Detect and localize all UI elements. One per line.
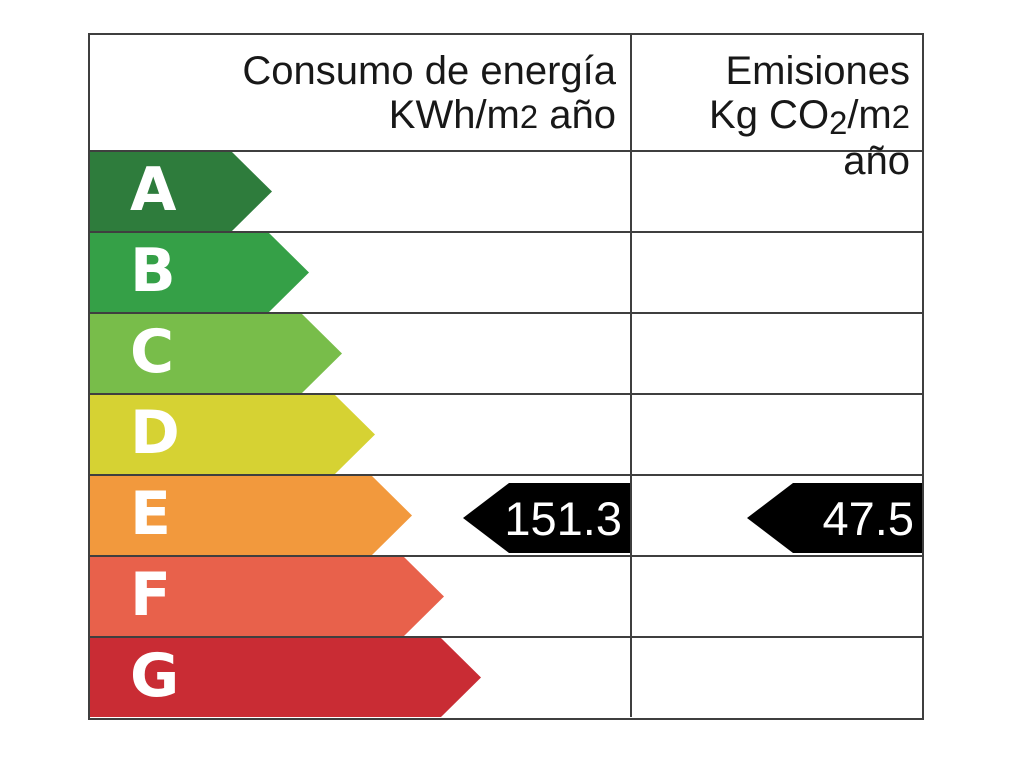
emissions-header-unit: Kg CO2/m2 año bbox=[709, 93, 910, 183]
rating-row-g: G bbox=[90, 636, 922, 717]
emissions-cell-a bbox=[632, 152, 922, 231]
emissions-cell-f bbox=[632, 557, 922, 636]
table-header: Consumo de energía KWh/m2 año Emisiones … bbox=[90, 35, 922, 183]
rating-cell-c: C bbox=[90, 314, 632, 393]
rating-cell-d: D bbox=[90, 395, 632, 474]
rating-letter-f: F bbox=[130, 559, 171, 630]
emissions-value: 47.5 bbox=[822, 491, 914, 545]
rating-bar-b: B bbox=[90, 233, 309, 312]
emissions-cell-d bbox=[632, 395, 922, 474]
emissions-cell-e: 47.5 bbox=[632, 476, 922, 555]
emissions-column-header: Emisiones Kg CO2/m2 año bbox=[632, 35, 922, 183]
energy-value-marker-arrow: 151.3 bbox=[463, 483, 630, 553]
rating-letter-d: D bbox=[130, 397, 180, 468]
rating-bar-e: E bbox=[90, 476, 412, 555]
rating-row-a: A bbox=[90, 150, 922, 231]
rating-row-f: F bbox=[90, 555, 922, 636]
rating-cell-e: E 151.3 bbox=[90, 476, 632, 555]
energy-header-unit: KWh/m2 año bbox=[388, 93, 616, 137]
rating-row-e: E 151.3 47.5 bbox=[90, 474, 922, 555]
rating-table: Consumo de energía KWh/m2 año Emisiones … bbox=[88, 33, 924, 720]
rating-cell-f: F bbox=[90, 557, 632, 636]
rating-bar-f: F bbox=[90, 557, 444, 636]
rating-row-c: C bbox=[90, 312, 922, 393]
energy-column-header: Consumo de energía KWh/m2 año bbox=[90, 35, 632, 150]
superscript-2: 2 bbox=[519, 98, 539, 135]
emissions-cell-b bbox=[632, 233, 922, 312]
rating-letter-a: A bbox=[130, 154, 177, 225]
rating-bar-c: C bbox=[90, 314, 342, 393]
emissions-cell-g bbox=[632, 638, 922, 717]
rating-cell-a: A bbox=[90, 152, 632, 231]
subscript-2: 2 bbox=[829, 103, 848, 141]
rating-letter-b: B bbox=[130, 235, 176, 306]
emissions-cell-c bbox=[632, 314, 922, 393]
emissions-value-marker-arrow: 47.5 bbox=[747, 483, 922, 553]
rating-letter-g: G bbox=[130, 640, 180, 711]
energy-header-title: Consumo de energía bbox=[242, 49, 616, 93]
rating-bar-g: G bbox=[90, 638, 481, 717]
emissions-header-title: Emisiones bbox=[725, 49, 910, 93]
rating-row-b: B bbox=[90, 231, 922, 312]
rating-bar-d: D bbox=[90, 395, 375, 474]
rating-cell-b: B bbox=[90, 233, 632, 312]
rating-row-d: D bbox=[90, 393, 922, 474]
rating-cell-g: G bbox=[90, 638, 632, 717]
rating-letter-e: E bbox=[130, 478, 171, 549]
energy-value: 151.3 bbox=[504, 491, 622, 545]
superscript-2: 2 bbox=[891, 98, 910, 135]
rating-bar-a: A bbox=[90, 152, 272, 231]
rating-letter-c: C bbox=[130, 316, 175, 387]
